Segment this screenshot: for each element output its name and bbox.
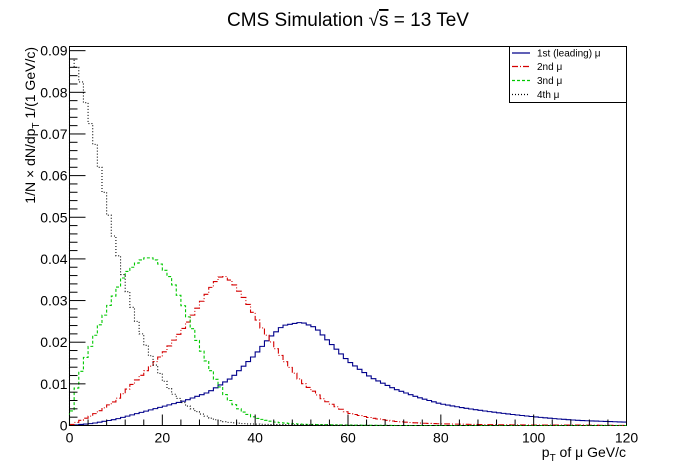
axes-layer: 0 20 40 60 80 100 120 0 0.01 0.02 0.03 0.04 0.05 0.06… bbox=[40, 43, 638, 446]
legend-label-2: 2nd μ bbox=[537, 62, 562, 73]
x-tick-label: 20 bbox=[155, 430, 171, 446]
sqrt-sign: √ bbox=[369, 10, 380, 31]
series-line-2 bbox=[68, 275, 627, 427]
x-axis-label: pT of μ GeV/c bbox=[542, 444, 626, 464]
plot-frame bbox=[69, 46, 627, 426]
series-layer bbox=[68, 58, 627, 427]
legend-box bbox=[509, 46, 627, 103]
chart-title: CMS Simulation √s = 13 TeV bbox=[227, 10, 469, 31]
y-tick-label: 0.02 bbox=[40, 334, 67, 350]
y-tick-label: 0.04 bbox=[40, 251, 67, 267]
x-tick-label: 60 bbox=[340, 430, 356, 446]
title-suffix: = 13 TeV bbox=[388, 10, 469, 31]
x-tick-label: 0 bbox=[66, 430, 74, 446]
y-tick-label: 0.08 bbox=[40, 84, 67, 100]
legend: 1st (leading) μ 2nd μ 3nd μ 4th μ bbox=[509, 46, 627, 103]
y-tick-label: 0.07 bbox=[40, 126, 67, 142]
y-tick-label: 0.06 bbox=[40, 168, 67, 184]
legend-label-3: 3nd μ bbox=[537, 76, 562, 87]
x-tick-label: 40 bbox=[247, 430, 263, 446]
y-tick-label: 0 bbox=[60, 418, 68, 434]
y-tick-label: 0.09 bbox=[40, 43, 67, 59]
y-tick-label: 0.03 bbox=[40, 293, 67, 309]
series-line-4 bbox=[68, 58, 627, 427]
y-axis-label: 1/N × dN/dpT 1/(1 GeV/c) bbox=[22, 47, 42, 204]
title-prefix: CMS Simulation bbox=[227, 10, 369, 31]
y-tick-label: 0.01 bbox=[40, 376, 67, 392]
legend-label-4: 4th μ bbox=[537, 90, 560, 101]
x-tick-label: 80 bbox=[433, 430, 449, 446]
title-root: s bbox=[379, 10, 389, 31]
x-tick-label: 120 bbox=[615, 430, 639, 446]
y-tick-label: 0.05 bbox=[40, 209, 67, 225]
x-tick-label: 100 bbox=[522, 430, 546, 446]
series-line-1 bbox=[68, 322, 627, 426]
series-line-3 bbox=[68, 257, 627, 427]
legend-label-1: 1st (leading) μ bbox=[537, 49, 601, 60]
